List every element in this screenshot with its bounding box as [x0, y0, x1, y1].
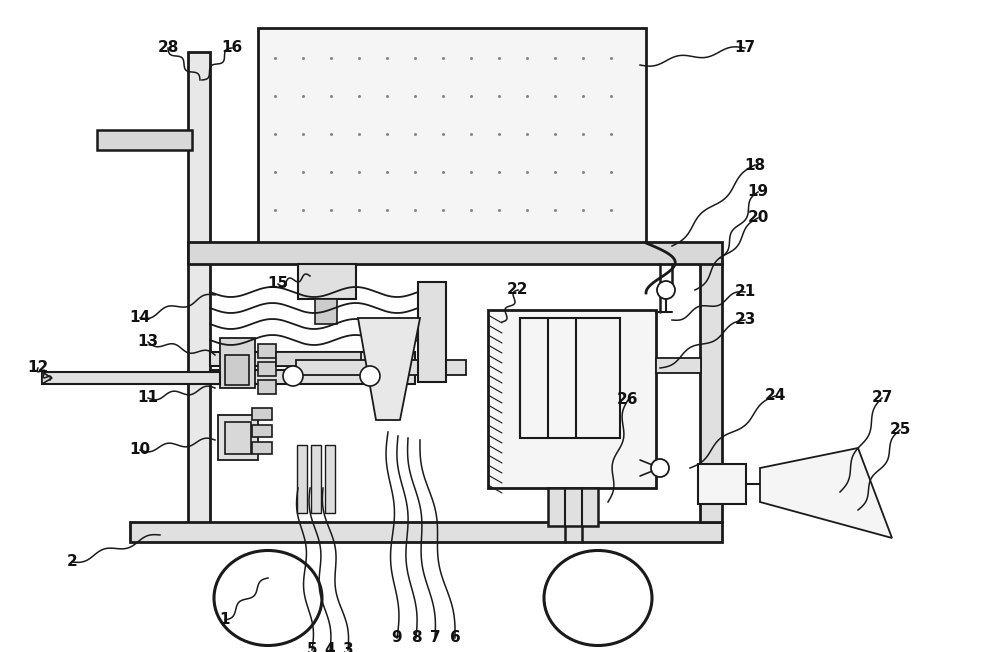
Text: 22: 22	[507, 282, 529, 297]
Text: 5: 5	[307, 642, 317, 652]
Bar	[220, 338, 255, 388]
Bar	[700, 262, 722, 522]
Text: 19: 19	[747, 185, 769, 200]
Text: 17: 17	[734, 40, 756, 55]
Bar	[520, 318, 620, 438]
Text: 18: 18	[744, 158, 766, 173]
Bar	[698, 464, 746, 504]
Bar	[210, 352, 415, 366]
Text: 9: 9	[392, 630, 402, 645]
Bar	[418, 282, 446, 382]
Text: 12: 12	[27, 361, 49, 376]
Text: 8: 8	[411, 630, 421, 645]
Polygon shape	[358, 318, 420, 420]
Bar	[218, 415, 258, 460]
Circle shape	[360, 366, 380, 386]
Bar	[97, 130, 192, 150]
Text: 6: 6	[450, 630, 460, 645]
Bar	[252, 442, 272, 454]
Text: 20: 20	[747, 211, 769, 226]
Bar	[188, 52, 210, 535]
Bar	[258, 362, 276, 376]
Bar	[311, 445, 321, 513]
Bar	[276, 352, 361, 366]
Bar	[315, 299, 337, 324]
Bar	[130, 522, 722, 542]
Bar	[42, 372, 220, 384]
Polygon shape	[760, 448, 892, 538]
Bar	[656, 358, 701, 373]
Circle shape	[651, 459, 669, 477]
Circle shape	[283, 366, 303, 386]
Text: 23: 23	[734, 312, 756, 327]
Text: 1: 1	[220, 612, 230, 627]
Polygon shape	[42, 372, 52, 384]
Text: 15: 15	[267, 276, 289, 291]
Text: 2: 2	[67, 554, 77, 569]
Text: 10: 10	[129, 443, 151, 458]
Bar	[252, 408, 272, 420]
Text: 11: 11	[138, 391, 158, 406]
Text: 3: 3	[343, 642, 353, 652]
Text: 27: 27	[871, 391, 893, 406]
Text: 4: 4	[325, 642, 335, 652]
Bar	[225, 355, 249, 385]
Text: 28: 28	[157, 40, 179, 55]
Bar	[252, 425, 272, 437]
Bar	[258, 380, 276, 394]
Text: 24: 24	[764, 389, 786, 404]
Text: 25: 25	[889, 422, 911, 437]
Bar	[258, 344, 276, 358]
Bar	[210, 370, 415, 384]
Bar	[188, 242, 722, 264]
Bar	[225, 422, 251, 454]
Text: 14: 14	[129, 310, 151, 325]
Text: 7: 7	[430, 630, 440, 645]
Text: 21: 21	[734, 284, 756, 299]
Text: 26: 26	[617, 393, 639, 408]
Ellipse shape	[214, 550, 322, 645]
Bar	[488, 310, 656, 488]
Bar	[296, 360, 466, 375]
Bar	[325, 445, 335, 513]
Text: 16: 16	[221, 40, 243, 55]
Bar	[258, 28, 646, 246]
Ellipse shape	[544, 550, 652, 645]
Bar	[298, 264, 356, 299]
Text: 13: 13	[137, 334, 159, 349]
Bar	[297, 445, 307, 513]
Bar	[548, 488, 598, 526]
Circle shape	[657, 281, 675, 299]
